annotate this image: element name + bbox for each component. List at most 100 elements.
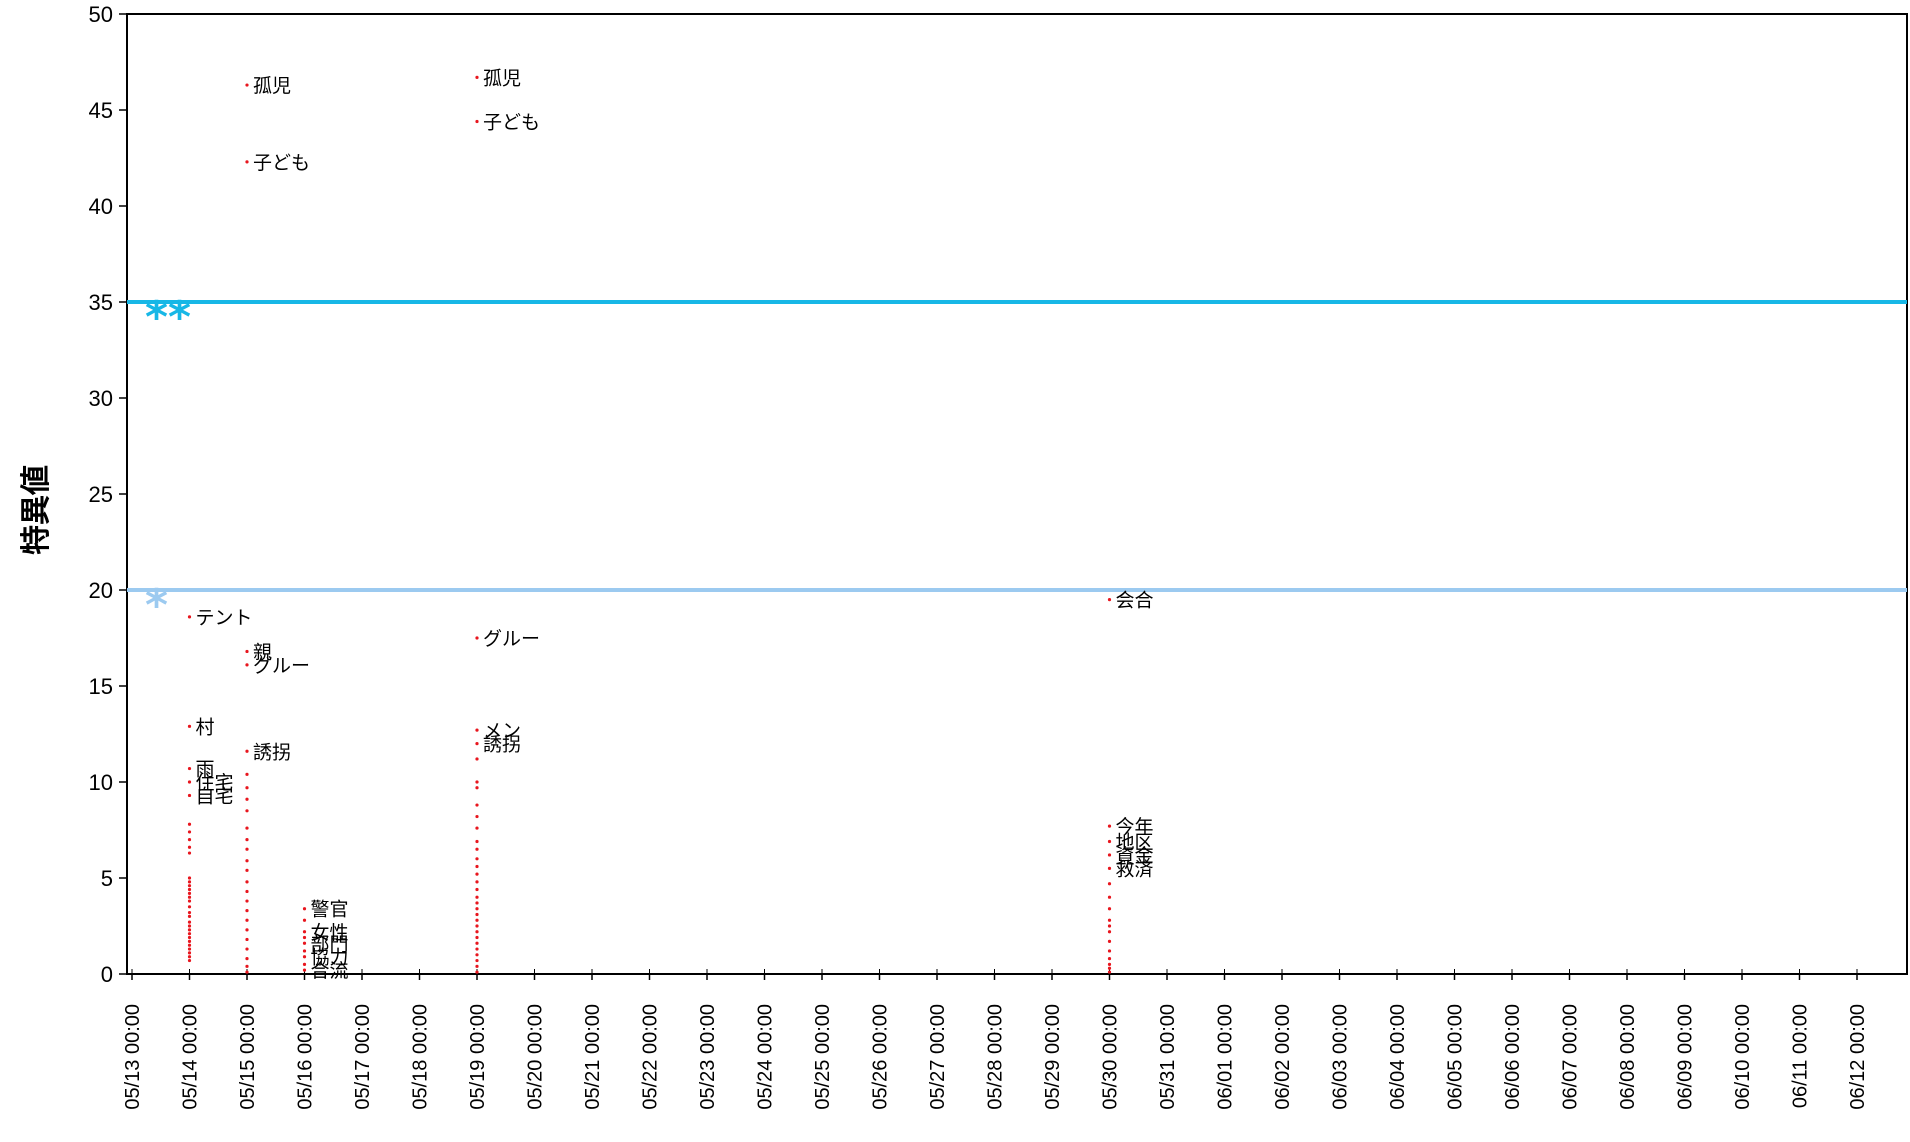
data-label: 部門 <box>311 933 349 955</box>
data-point <box>187 724 192 728</box>
data-point <box>245 786 249 790</box>
x-tick-label: 05/15 00:00 <box>237 1004 259 1110</box>
y-tick-label: 40 <box>89 194 113 219</box>
data-point <box>1107 895 1112 899</box>
x-tick-label: 05/29 00:00 <box>1042 1004 1064 1110</box>
data-point <box>1107 918 1112 922</box>
data-point <box>245 797 249 801</box>
data-label: 誘拐 <box>253 741 291 763</box>
data-point <box>475 912 479 917</box>
x-tick-label: 05/16 00:00 <box>295 1004 317 1110</box>
data-point <box>302 941 307 945</box>
data-point <box>245 909 249 913</box>
data-point <box>187 920 192 924</box>
data-label: 親 <box>253 641 272 663</box>
data-point <box>187 845 192 849</box>
data-point <box>475 953 479 957</box>
x-tick-label: 05/20 00:00 <box>525 1004 547 1110</box>
y-tick-label: 0 <box>101 962 113 987</box>
data-point <box>302 918 307 922</box>
data-point <box>1107 924 1112 928</box>
data-point <box>302 935 307 940</box>
data-point <box>1107 907 1112 911</box>
data-point <box>475 636 479 640</box>
data-point <box>245 772 249 776</box>
data-point <box>187 895 192 899</box>
data-label: 女性 <box>311 922 349 944</box>
data-point <box>475 75 479 79</box>
x-tick-label: 05/28 00:00 <box>985 1004 1007 1110</box>
data-point <box>187 939 192 943</box>
data-point <box>1107 970 1112 974</box>
data-point <box>475 880 479 884</box>
data-point <box>245 889 249 894</box>
data-point <box>187 830 192 834</box>
x-tick-label: 06/07 00:00 <box>1560 1004 1582 1110</box>
data-point <box>475 864 479 869</box>
x-axis-ticks: 05/13 00:00 05/14 00:00 05/15 00:00 05/16 0… <box>122 969 1869 1110</box>
data-point <box>187 951 192 955</box>
threshold-lines: *** <box>127 292 1907 631</box>
data-point <box>187 955 192 959</box>
data-point <box>187 899 192 903</box>
data-point <box>475 839 479 844</box>
data-point <box>1107 962 1112 967</box>
data-label: 協力 <box>311 947 349 969</box>
data-label: 住宅 <box>196 772 234 794</box>
data-point <box>475 918 479 922</box>
data-point <box>1107 966 1112 970</box>
data-point <box>187 884 192 888</box>
data-label: 会合 <box>1116 590 1154 612</box>
x-tick-label: 05/31 00:00 <box>1157 1004 1179 1110</box>
data-label: 孤児 <box>483 67 521 89</box>
x-tick-label: 05/24 00:00 <box>755 1004 777 1110</box>
x-tick-label: 06/11 00:00 <box>1790 1004 1812 1108</box>
y-axis-ticks: 0 5 10 15 20 25 30 35 40 45 50 <box>89 2 127 987</box>
data-point <box>475 901 479 905</box>
x-tick-label: 05/17 00:00 <box>352 1004 374 1110</box>
data-point <box>187 935 192 940</box>
x-tick-label: 05/14 00:00 <box>180 1004 202 1110</box>
data-point <box>475 803 479 807</box>
data-point <box>1107 839 1112 844</box>
x-tick-label: 05/21 00:00 <box>582 1004 604 1110</box>
data-point <box>187 838 192 842</box>
threshold-marker: ** <box>145 292 191 343</box>
x-tick-label: 06/02 00:00 <box>1272 1004 1294 1110</box>
data-point <box>302 930 307 934</box>
data-point <box>187 891 192 895</box>
y-tick-label: 15 <box>89 674 113 699</box>
x-tick-label: 05/25 00:00 <box>812 1004 834 1110</box>
data-point <box>475 964 479 968</box>
x-tick-label: 06/09 00:00 <box>1675 1004 1697 1110</box>
data-point <box>245 970 249 974</box>
y-tick-label: 25 <box>89 482 113 507</box>
plot-area-frame <box>126 13 1908 975</box>
data-point <box>245 899 249 903</box>
data-point <box>245 663 249 667</box>
x-tick-label: 06/08 00:00 <box>1617 1004 1639 1110</box>
data-point <box>245 918 249 922</box>
data-point <box>1107 824 1112 828</box>
data-point <box>1107 957 1112 961</box>
data-label: 警官 <box>311 899 349 921</box>
data-point <box>475 947 479 951</box>
data-point <box>475 907 479 911</box>
x-tick-label: 06/05 00:00 <box>1445 1004 1467 1110</box>
data-point <box>245 880 249 884</box>
data-point <box>245 160 249 164</box>
data-point <box>475 728 479 732</box>
data-point <box>187 914 192 919</box>
x-tick-label: 06/04 00:00 <box>1387 1004 1409 1110</box>
x-tick-label: 06/03 00:00 <box>1330 1004 1352 1110</box>
data-point <box>187 958 192 963</box>
data-label: 子ども <box>483 112 540 134</box>
data-point <box>245 947 249 951</box>
data-point <box>245 928 249 932</box>
point-labels: 孤児子ども孤児子どもテント親グルーグルー会合村雨住宅自宅誘拐メン誘拐今年地区資金… <box>196 67 1154 982</box>
data-point <box>1107 853 1112 857</box>
x-tick-label: 05/18 00:00 <box>410 1004 432 1110</box>
x-tick-label: 05/22 00:00 <box>640 1004 662 1110</box>
data-point <box>475 872 479 876</box>
